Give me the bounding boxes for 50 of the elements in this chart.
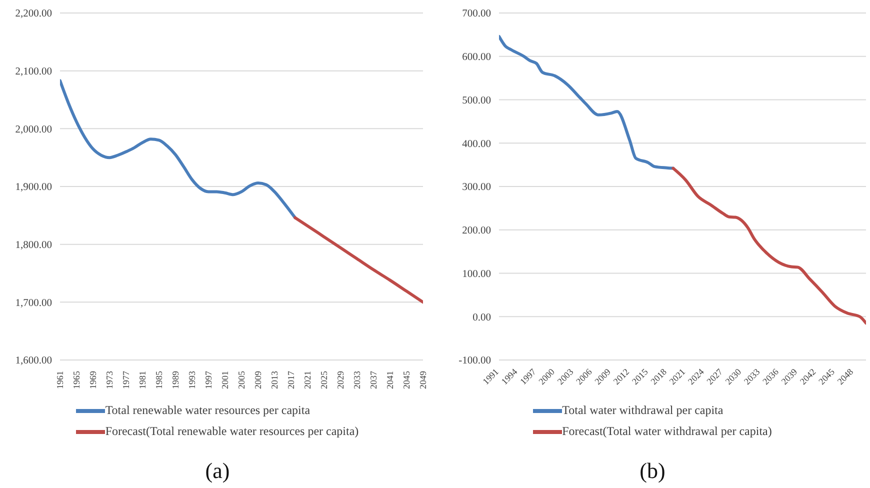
x-tick-label: 1973 [104,370,115,389]
y-tick-label: -100.00 [458,356,491,367]
legend-label: Forecast(Total water withdrawal per capita) [562,424,772,439]
x-tick-label: 1991 [480,366,501,386]
x-tick-label: 2009 [253,370,264,389]
text: (b) [640,458,666,483]
x-tick-label: 1997 [204,370,214,389]
line-series [499,34,675,170]
y-tick-label: 600.00 [462,52,491,64]
x-tick-label: 1969 [88,370,98,389]
x-tick-label: 2037 [368,370,379,389]
y-tick-label: 0.00 [472,312,491,324]
line-series [294,216,423,304]
x-tick-label: 2041 [385,371,396,389]
legend-label: Total renewable water resources per capita [105,403,310,418]
y-tick-label: 1,800.00 [15,240,52,252]
y-tick-label: 700.00 [462,8,491,20]
legend-label: Total water withdrawal per capita [562,403,724,418]
x-tick-label: 1993 [187,370,198,389]
x-tick-label: 2045 [402,370,412,389]
y-tick-label: 2,200.00 [15,8,52,20]
x-tick-label: 1961 [55,371,66,389]
x-tick-label: 2005 [236,370,247,389]
y-tick-label: 400.00 [462,138,491,150]
x-tick-label: 2013 [270,370,280,389]
x-tick-label: 2001 [220,371,230,389]
x-tick-label: 1977 [121,370,132,389]
x-tick-label: 1985 [154,370,164,389]
line-series [672,166,866,325]
x-tick-label: 1965 [72,370,82,389]
x-tick-label: 1981 [138,371,148,389]
legend-label: Forecast(Total renewable water resources per capita) [105,424,359,439]
line-series [60,79,297,220]
x-tick-label: 2029 [336,370,346,389]
x-tick-label: 2049 [418,370,428,389]
y-tick-label: 1,700.00 [15,298,52,309]
y-tick-label: 2,000.00 [15,124,52,136]
y-tick-label: 100.00 [462,268,491,280]
y-tick-label: 200.00 [462,226,491,237]
x-tick-label: 1989 [170,370,181,389]
y-tick-label: 1,900.00 [15,182,52,194]
x-tick-label: 2033 [352,370,362,389]
x-tick-label: 2025 [319,370,330,389]
y-tick-label: 2,100.00 [15,66,52,78]
text: (a) [205,458,230,483]
x-tick-label: 2017 [286,370,296,389]
x-tick-label: 2021 [302,371,313,389]
y-tick-label: 1,600.00 [15,356,52,367]
y-tick-label: 300.00 [462,182,491,194]
y-tick-label: 500.00 [462,95,491,106]
